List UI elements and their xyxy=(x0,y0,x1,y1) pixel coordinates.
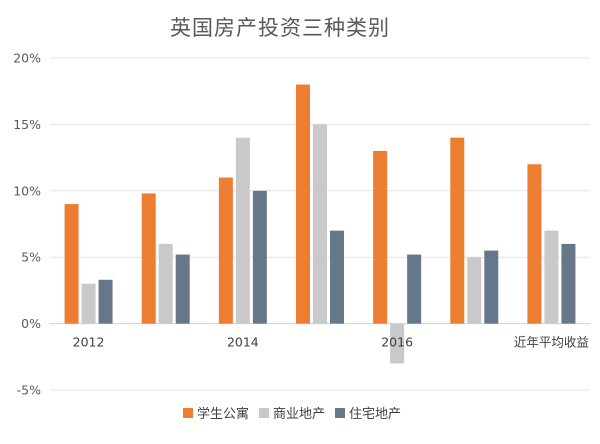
y-tick-label: 20% xyxy=(13,51,41,66)
y-tick-label: 0% xyxy=(21,316,41,331)
bar-住宅地产-近年平均收益 xyxy=(561,243,576,324)
bar-学生公寓-2015 xyxy=(296,84,310,324)
bar-商业地产-2013 xyxy=(158,243,173,324)
legend-swatch xyxy=(335,408,345,418)
legend-swatch xyxy=(183,408,193,418)
bar-商业地产-2015 xyxy=(313,124,327,324)
bar-学生公寓-2014 xyxy=(218,177,233,324)
bar-住宅地产-2017 xyxy=(484,250,499,324)
bar-住宅地产-2012 xyxy=(98,279,113,324)
bar-学生公寓-2017 xyxy=(450,137,465,324)
x-tick-label: 近年平均收益 xyxy=(514,335,589,350)
bar-商业地产-2014 xyxy=(235,137,250,324)
bars xyxy=(64,84,576,364)
y-tick-label: 10% xyxy=(13,183,41,198)
bar-学生公寓-2012 xyxy=(64,204,79,324)
bar-学生公寓-近年平均收益 xyxy=(527,164,542,324)
legend-label: 商业地产 xyxy=(273,407,325,422)
y-tick-label: 5% xyxy=(21,250,41,265)
bar-商业地产-近年平均收益 xyxy=(544,230,559,324)
axes: 20% 15% 10% 5% 0% -5% 2012 2014 2016 近年平均收益 xyxy=(13,51,589,398)
bar-商业地产-2016 xyxy=(390,323,405,364)
y-tick-label: -5% xyxy=(17,383,41,398)
bar-商业地产-2017 xyxy=(467,257,482,324)
legend-label: 学生公寓 xyxy=(197,406,249,422)
x-tick-label: 2014 xyxy=(227,335,259,350)
legend-label: 住宅地产 xyxy=(349,407,401,422)
legend: 学生公寓 商业地产 住宅地产 xyxy=(183,406,401,422)
x-tick-label: 2012 xyxy=(73,335,105,350)
bar-住宅地产-2015 xyxy=(330,230,344,324)
bar-住宅地产-2014 xyxy=(252,190,267,324)
y-tick-label: 15% xyxy=(13,117,41,132)
chart-title: 英国房产投资三种类别 xyxy=(170,16,390,40)
bar-学生公寓-2016 xyxy=(373,150,388,324)
bar-住宅地产-2016 xyxy=(407,254,422,324)
x-tick-label: 2016 xyxy=(381,335,413,350)
bar-学生公寓-2013 xyxy=(141,193,156,324)
bar-商业地产-2012 xyxy=(81,283,96,324)
bar-住宅地产-2013 xyxy=(175,254,190,324)
legend-swatch xyxy=(259,408,269,418)
